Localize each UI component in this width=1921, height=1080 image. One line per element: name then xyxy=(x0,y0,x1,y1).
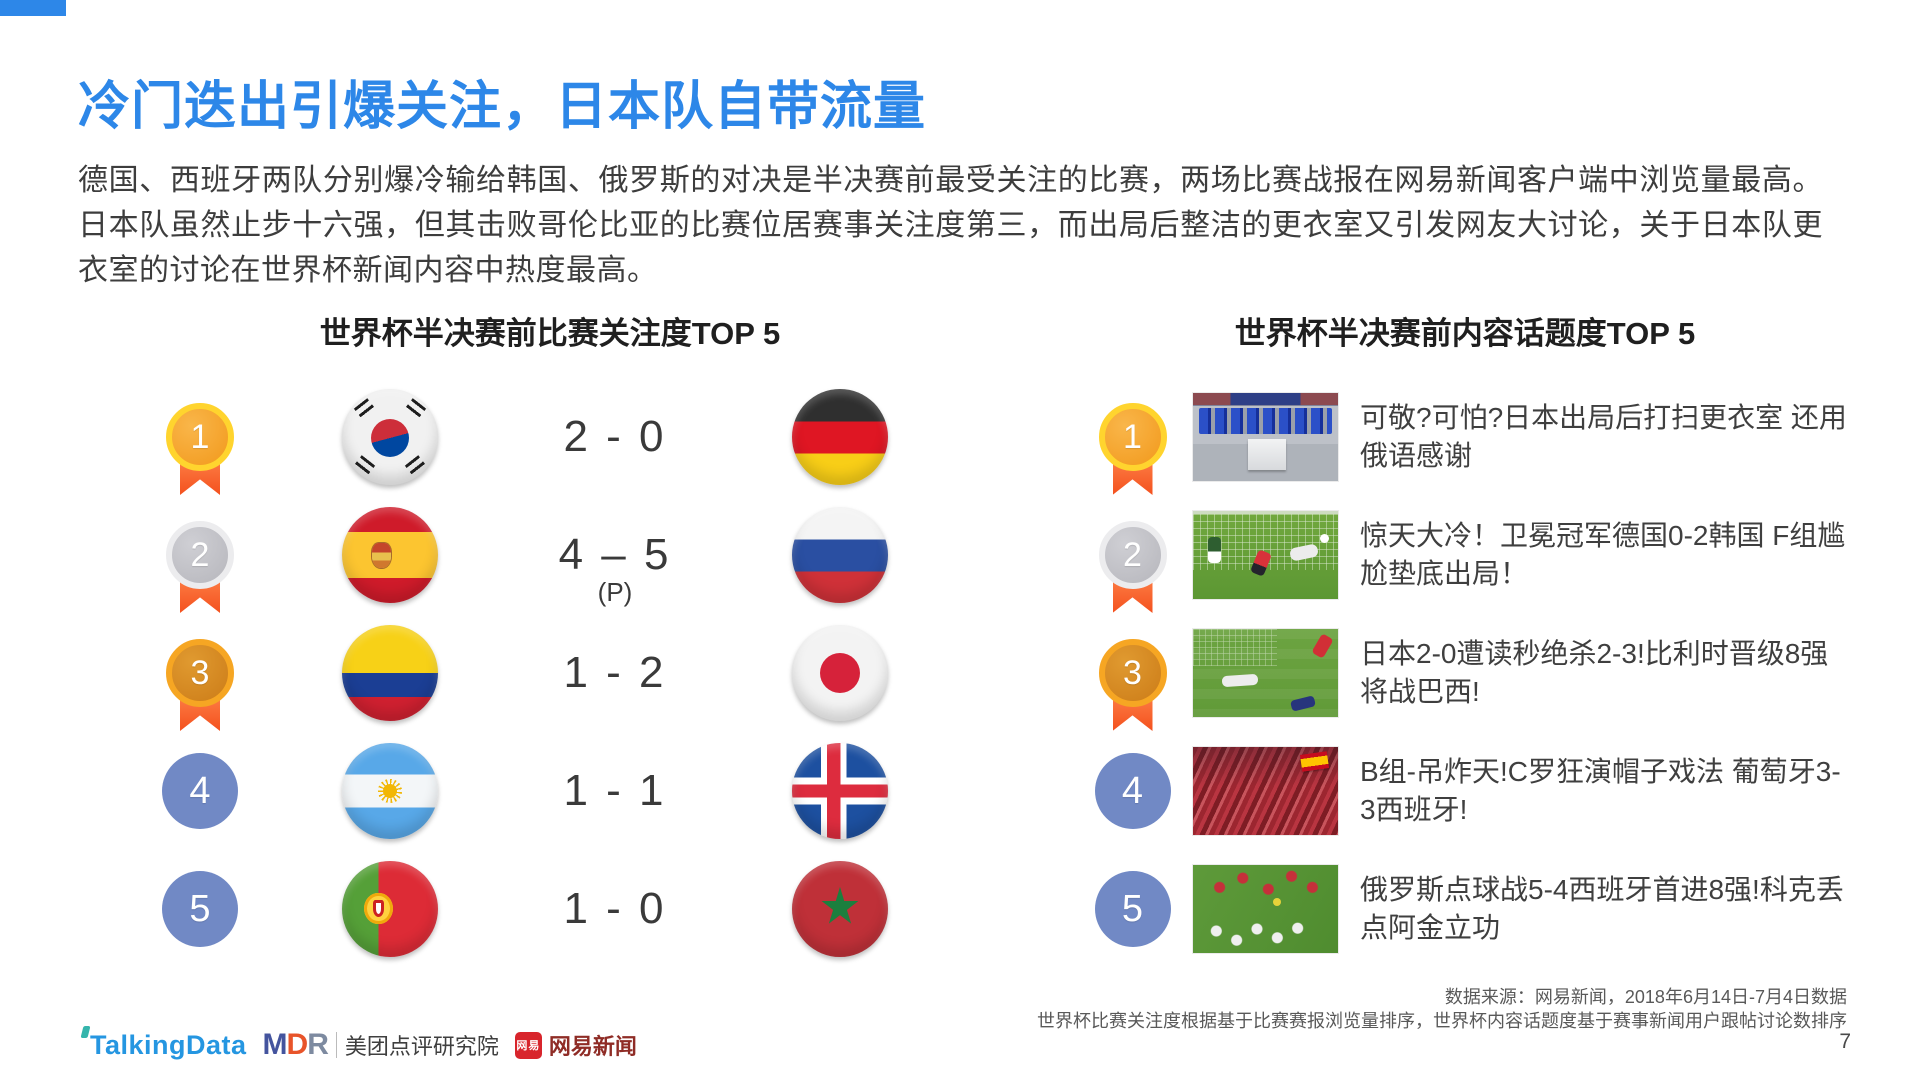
rank-4-badge: 4 xyxy=(162,753,238,829)
colombia-flag-icon xyxy=(342,625,438,721)
rank-number: 4 xyxy=(1121,769,1144,812)
rank-number: 5 xyxy=(189,887,211,930)
rank-5-badge: 5 xyxy=(162,871,238,947)
match-row-1: 1 2 - 0 xyxy=(135,378,965,496)
page-number: 7 xyxy=(1839,1030,1851,1053)
logo-divider xyxy=(335,1032,337,1058)
news-photo-locker-room xyxy=(1193,393,1338,481)
news-row-1: 1 可敬?可怕?日本出局后打扫更衣室 还用俄语感谢 xyxy=(1095,378,1847,496)
rank-number: 2 xyxy=(190,535,210,574)
talkingdata-tick-icon xyxy=(80,1025,91,1038)
rank-1-medal-icon: 1 xyxy=(166,403,234,499)
rank-number: 5 xyxy=(1121,887,1144,930)
score-text: 1 - 2 xyxy=(563,648,667,697)
news-photo-germany-korea xyxy=(1193,511,1338,599)
argentina-flag-icon xyxy=(342,743,438,839)
netease-badge-icon: 网易 xyxy=(514,1031,542,1059)
match-row-4: 4 1 - 1 xyxy=(135,732,965,850)
data-source-line2: 世界杯比赛关注度根据基于比赛赛报浏览量排序，世界杯内容话题度基于赛事新闻用户跟帖… xyxy=(1037,1011,1847,1031)
news-headline: 可敬?可怕?日本出局后打扫更衣室 还用俄语感谢 xyxy=(1360,402,1847,471)
score-text: 4 – 5 xyxy=(558,530,672,579)
rank-number: 1 xyxy=(1123,417,1142,456)
germany-flag-icon xyxy=(792,389,888,485)
news-row-5: 5 俄罗斯点球战5-4西班牙首进8强!科克丢点阿金立功 xyxy=(1094,850,1847,968)
match-score: 2 - 0 xyxy=(515,412,715,462)
mdr-org-name: 美团点评研究院 xyxy=(344,1034,499,1059)
mdr-wordmark: MDR xyxy=(262,1028,329,1061)
rank-number: 1 xyxy=(190,417,210,456)
right-panel-header: 世界杯半决赛前内容话题度TOP 5 xyxy=(1234,316,1696,351)
netease-news-wordmark: 网易新闻 xyxy=(548,1034,637,1059)
news-row-4: 4 B组-吊炸天!C罗狂演帽子戏法 葡萄牙3-3西班牙! xyxy=(1094,732,1847,850)
korea-flag-icon xyxy=(342,389,438,485)
russia-flag-icon xyxy=(792,507,888,603)
news-photo-spain-fans xyxy=(1193,747,1338,835)
match-score: 1 - 2 xyxy=(515,648,715,698)
meituan-dianping-research-logo: MDR 美团点评研究院 xyxy=(263,1028,499,1062)
rank-number: 4 xyxy=(189,769,211,812)
intro-paragraph: 德国、西班牙两队分别爆冷输给韩国、俄罗斯的对决是半决赛前最受关注的比赛，两场比赛… xyxy=(78,164,1823,287)
news-headline: 日本2-0遭读秒绝杀2-3!比利时晋级8强将战巴西! xyxy=(1360,638,1829,707)
page-title: 冷门迭出引爆关注，日本队自带流量 xyxy=(78,78,927,136)
match-score: 1 - 1 xyxy=(515,766,715,816)
rank-2-medal-icon: 2 xyxy=(1098,521,1167,617)
news-row-3: 3 日本2-0遭读秒绝杀2-3!比利时晋级8强将战巴西! xyxy=(1095,614,1847,732)
news-photo-japan-belgium xyxy=(1193,629,1338,717)
left-panel-header: 世界杯半决赛前比赛关注度TOP 5 xyxy=(319,316,781,351)
news-photo-russia-celebration xyxy=(1193,865,1338,953)
portugal-flag-icon xyxy=(342,861,438,957)
score-text: 1 - 1 xyxy=(563,766,667,815)
score-text: 1 - 0 xyxy=(563,884,667,933)
match-score: 4 – 5 (P) xyxy=(515,530,715,607)
news-row-2: 2 惊天大冷！卫冕冠军德国0-2韩国 F组尴尬垫底出局！ xyxy=(1095,496,1847,614)
rank-2-medal-icon: 2 xyxy=(166,521,234,617)
news-headline: B组-吊炸天!C罗狂演帽子戏法 葡萄牙3-3西班牙! xyxy=(1360,756,1841,825)
match-row-3: 3 1 - 2 xyxy=(135,614,965,732)
match-score: 1 - 0 xyxy=(515,884,715,934)
data-source-note: 数据来源：网易新闻，2018年6月14日-7月4日数据 世界杯比赛关注度根据基于… xyxy=(1037,985,1847,1033)
rank-number: 2 xyxy=(1123,535,1142,574)
rank-4-badge: 4 xyxy=(1094,753,1171,829)
match-row-2: 2 4 – 5 (P) xyxy=(135,496,965,614)
japan-flag-icon xyxy=(792,625,888,721)
iceland-flag-icon xyxy=(792,743,888,839)
news-headline: 俄罗斯点球战5-4西班牙首进8强!科克丢点阿金立功 xyxy=(1360,874,1844,943)
rank-5-badge: 5 xyxy=(1094,871,1171,947)
footer-logos: TalkingData MDR 美团点评研究院 网易 网易新闻 xyxy=(80,1025,637,1062)
netease-news-logo: 网易 网易新闻 xyxy=(514,1029,637,1061)
rank-3-medal-icon: 3 xyxy=(1098,639,1167,735)
news-headline: 惊天大冷！卫冕冠军德国0-2韩国 F组尴尬垫底出局！ xyxy=(1360,520,1846,589)
data-source-line1: 数据来源：网易新闻，2018年6月14日-7月4日数据 xyxy=(1444,987,1847,1007)
rank-number: 3 xyxy=(1123,653,1142,692)
rank-1-medal-icon: 1 xyxy=(1098,403,1167,499)
talkingdata-wordmark: TalkingData xyxy=(90,1029,247,1060)
morocco-flag-icon xyxy=(792,861,888,957)
match-row-5: 5 1 - 0 xyxy=(135,850,965,968)
rank-3-medal-icon: 3 xyxy=(166,639,234,735)
score-text: 2 - 0 xyxy=(563,412,667,461)
rank-number: 3 xyxy=(190,653,210,692)
talkingdata-logo: TalkingData xyxy=(80,1025,247,1061)
corner-accent-bar xyxy=(0,0,66,16)
spain-flag-icon xyxy=(342,507,438,603)
score-note: (P) xyxy=(597,577,633,607)
